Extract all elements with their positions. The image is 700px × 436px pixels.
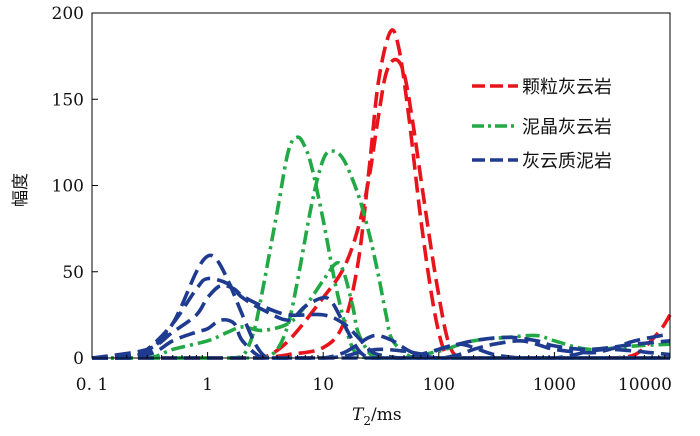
y-tick-label: 150 (52, 90, 84, 110)
x-axis-title-main: T (352, 405, 365, 425)
x-axis-title-unit: /ms (371, 405, 402, 425)
y-tick-label: 200 (52, 4, 84, 24)
series-line-5 (92, 260, 671, 360)
series-line-9 (91, 317, 671, 360)
x-tick-label: 1000 (533, 375, 576, 395)
x-tick-label: 0. 1 (76, 375, 108, 395)
axis-layer: 0 50 100 150 200 0. 1 1 10 100 1000 10000 (52, 4, 672, 395)
plot-frame (91, 12, 671, 359)
y-axis-title: 幅度 (11, 173, 31, 207)
x-tick-label: 1 (202, 375, 213, 395)
y-tick-label: 50 (62, 263, 84, 283)
legend-label-1: 颗粒灰云岩 (522, 77, 612, 98)
y-tick-label: 0 (73, 349, 84, 369)
x-tick-label: 100 (423, 375, 455, 395)
x-axis-title-subscript: 2 (363, 414, 371, 428)
x-axis-title: T2/ms (352, 405, 402, 428)
series-line-6 (92, 253, 670, 360)
y-tick-label: 100 (52, 177, 84, 197)
legend-label-3: 灰云质泥岩 (522, 151, 612, 172)
series-line-8 (91, 283, 671, 360)
x-tick-label: 10 (312, 375, 334, 395)
x-tick-label: 10000 (618, 375, 672, 395)
legend-label-2: 泥晶灰云岩 (522, 117, 612, 138)
